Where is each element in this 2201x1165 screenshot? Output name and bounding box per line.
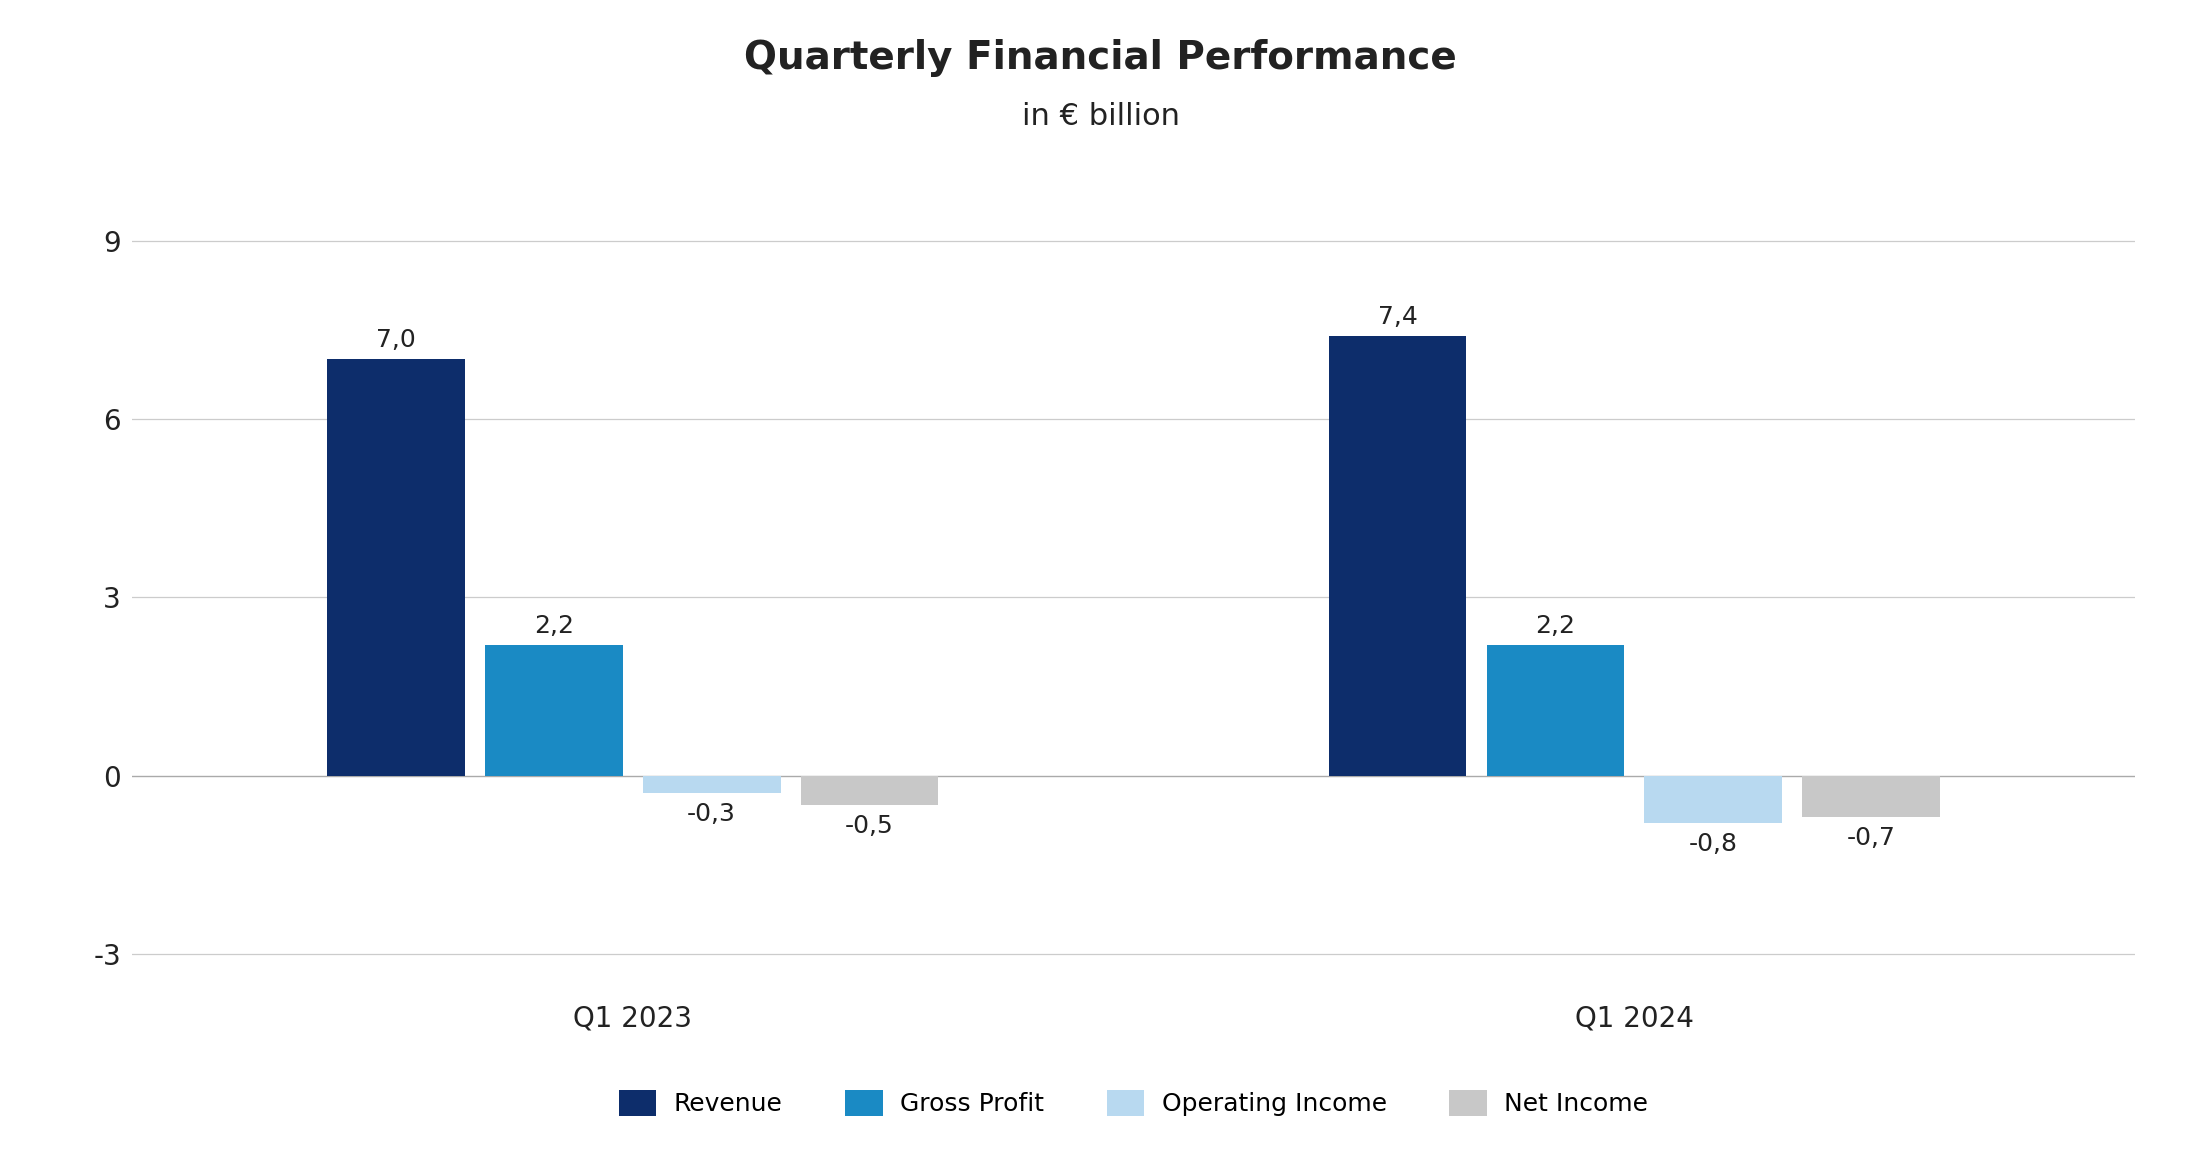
Text: 2,2: 2,2 (535, 614, 574, 637)
Text: -0,5: -0,5 (845, 814, 894, 838)
Bar (1486, 644, 1624, 776)
Bar (1329, 336, 1466, 776)
Bar (801, 776, 938, 805)
Text: -0,3: -0,3 (687, 803, 735, 826)
Text: -0,8: -0,8 (1688, 832, 1737, 856)
Text: -0,7: -0,7 (1847, 826, 1895, 850)
Text: 7,0: 7,0 (376, 329, 416, 352)
Text: Q1 2024: Q1 2024 (1574, 1004, 1695, 1032)
Bar (1803, 776, 1939, 817)
Text: 7,4: 7,4 (1378, 304, 1417, 329)
Bar (328, 360, 464, 776)
Text: Quarterly Financial Performance: Quarterly Financial Performance (744, 40, 1457, 77)
Bar (1644, 776, 1783, 824)
Text: 2,2: 2,2 (1536, 614, 1576, 637)
Legend: Revenue, Gross Profit, Operating Income, Net Income: Revenue, Gross Profit, Operating Income,… (610, 1080, 1657, 1127)
Bar (643, 776, 781, 793)
Text: Q1 2023: Q1 2023 (572, 1004, 693, 1032)
Bar (484, 644, 623, 776)
Text: in € billion: in € billion (1021, 103, 1180, 130)
